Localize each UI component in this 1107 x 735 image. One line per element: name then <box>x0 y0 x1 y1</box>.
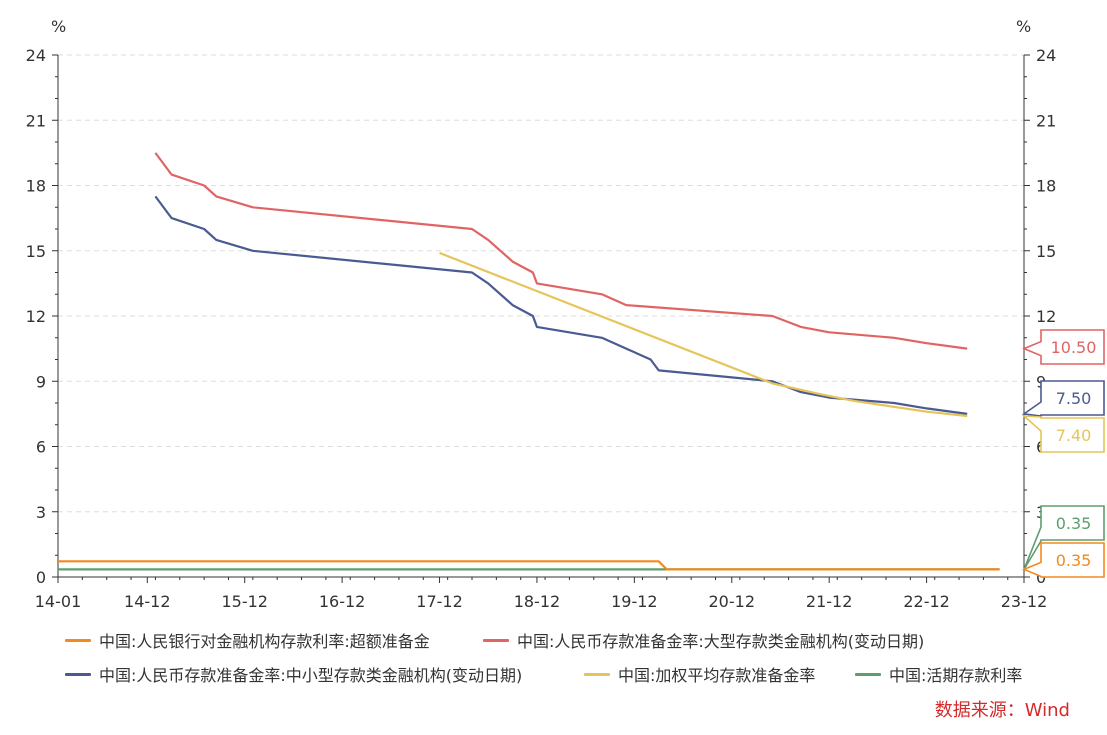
legend-swatch <box>65 672 91 676</box>
y-tick-label-left: 3 <box>36 503 46 522</box>
end-value-label: 0.35 <box>1056 514 1092 533</box>
end-value-label: 0.35 <box>1056 551 1092 570</box>
y-tick-label-right: 15 <box>1036 242 1056 261</box>
y-tick-label-right: 12 <box>1036 307 1056 326</box>
series-line-0 <box>58 560 1000 571</box>
legend-swatch <box>65 638 91 642</box>
y-tick-label-left: 6 <box>36 438 46 457</box>
chart: 003366991212151518182121242414-0114-1215… <box>26 17 1105 611</box>
legend-swatch <box>483 638 509 642</box>
y-tick-label-right: 18 <box>1036 177 1056 196</box>
x-tick-label: 15-12 <box>221 592 268 611</box>
y-tick-label-left: 21 <box>26 111 46 130</box>
legend-item[interactable]: 中国:人民币存款准备金率:中小型存款类金融机构(变动日期) <box>65 662 522 686</box>
y-tick-label-right: 24 <box>1036 46 1056 65</box>
y-tick-label-left: 12 <box>26 307 46 326</box>
y-tick-label-right: 21 <box>1036 111 1056 130</box>
end-flag-3 <box>1021 415 1105 453</box>
legend-item[interactable]: 中国:人民币存款准备金率:大型存款类金融机构(变动日期) <box>483 628 924 652</box>
legend-item[interactable]: 中国:活期存款利率 <box>855 662 1022 686</box>
series-line-3 <box>439 251 968 418</box>
right-axis-unit: % <box>1016 17 1031 36</box>
end-flag-0 <box>1021 542 1105 578</box>
x-tick-label: 14-12 <box>124 592 171 611</box>
x-tick-label: 16-12 <box>319 592 366 611</box>
legend-swatch <box>584 672 610 676</box>
y-tick-label-left: 9 <box>36 372 46 391</box>
end-flag-2 <box>1021 380 1105 417</box>
y-tick-label-left: 18 <box>26 177 46 196</box>
end-flag-1 <box>1021 329 1105 365</box>
y-tick-label-left: 24 <box>26 46 46 65</box>
gridlines <box>58 54 1024 513</box>
legend-label: 中国:加权平均存款准备金率 <box>618 666 816 685</box>
x-tick-label: 23-12 <box>1001 592 1048 611</box>
data-source: 数据来源：Wind <box>934 700 1070 721</box>
legend-item[interactable]: 中国:人民银行对金融机构存款利率:超额准备金 <box>65 628 430 652</box>
y-tick-label-left: 0 <box>36 568 46 587</box>
x-tick-label: 20-12 <box>709 592 756 611</box>
series-layer <box>58 152 1000 571</box>
legend-item[interactable]: 中国:加权平均存款准备金率 <box>584 662 815 686</box>
x-tick-label: 14-01 <box>35 592 82 611</box>
end-value-label: 10.50 <box>1051 338 1097 357</box>
legend-label: 中国:人民币存款准备金率:大型存款类金融机构(变动日期) <box>517 632 925 651</box>
legend-swatch <box>855 672 881 676</box>
x-tick-label: 19-12 <box>611 592 658 611</box>
x-tick-label: 22-12 <box>903 592 950 611</box>
y-tick-label-left: 15 <box>26 242 46 261</box>
legend-label: 中国:活期存款利率 <box>889 666 1023 685</box>
x-tick-label: 18-12 <box>514 592 561 611</box>
x-tick-label: 17-12 <box>416 592 463 611</box>
legend-label: 中国:人民币存款准备金率:中小型存款类金融机构(变动日期) <box>99 666 523 685</box>
end-value-flags: 10.50 7.50 7.40 0.35 0.35 <box>1021 329 1105 578</box>
x-tick-label: 21-12 <box>806 592 853 611</box>
series-line-1 <box>154 152 968 350</box>
end-flag-4 <box>1023 505 1105 570</box>
series-line-2 <box>154 195 968 415</box>
end-value-label: 7.40 <box>1056 426 1092 445</box>
end-value-label: 7.50 <box>1056 389 1092 408</box>
legend-label: 中国:人民银行对金融机构存款利率:超额准备金 <box>99 632 430 651</box>
left-axis-unit: % <box>51 17 66 36</box>
